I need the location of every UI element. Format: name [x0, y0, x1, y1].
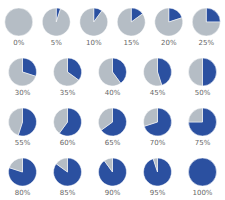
pie-label: 25% — [198, 39, 214, 47]
pie-label: 55% — [15, 139, 31, 147]
pie-label: 45% — [150, 89, 166, 97]
pie-label: 10% — [86, 39, 102, 47]
pie-slice — [54, 108, 68, 133]
pie-label: 65% — [105, 139, 121, 147]
pie-label: 70% — [150, 139, 166, 147]
pie-label: 0% — [13, 39, 24, 47]
pie — [9, 58, 37, 86]
pie-slice — [189, 108, 203, 122]
pie-slice — [144, 158, 172, 186]
pie-slice — [9, 158, 22, 172]
pie-slice — [99, 158, 127, 186]
pie-slice — [143, 58, 161, 86]
pie — [54, 58, 82, 86]
pie — [99, 58, 127, 86]
pie — [80, 8, 108, 36]
pie-label: 15% — [123, 39, 139, 47]
pie-slice — [192, 8, 220, 36]
pie — [155, 8, 183, 36]
pie-slice — [80, 8, 108, 36]
pie-slice — [56, 158, 67, 172]
pie — [189, 158, 217, 186]
pie-label: 100% — [192, 189, 212, 197]
pie-label: 60% — [60, 139, 76, 147]
pie — [9, 108, 37, 136]
pie-label: 85% — [60, 189, 76, 197]
pie — [54, 108, 82, 136]
pie — [42, 8, 70, 36]
pie — [192, 8, 220, 36]
pie-label: 90% — [105, 189, 121, 197]
pie-slice — [206, 8, 220, 22]
pie — [8, 158, 36, 186]
pie-slice — [189, 58, 203, 86]
pie — [5, 8, 33, 36]
pie — [117, 8, 145, 36]
pie — [189, 108, 217, 136]
pie — [99, 108, 127, 136]
pie-label: 35% — [60, 89, 76, 97]
pie-grid: 0% 5% 10% 15% 20% 25% 30% 35% 40% 45% 50% 55% 60% 65%… — [0, 0, 225, 200]
pie-label: 95% — [150, 189, 166, 197]
pie-slice — [54, 158, 82, 186]
pie-label: 75% — [195, 139, 211, 147]
pie-slice — [144, 108, 158, 126]
pie-slice — [155, 8, 183, 36]
pie — [143, 58, 171, 86]
pie-label: 5% — [51, 39, 62, 47]
pie — [144, 158, 172, 186]
pie-slice — [189, 158, 217, 186]
pie-slice — [99, 58, 121, 86]
pie-label: 50% — [195, 89, 211, 97]
pie-label: 80% — [15, 189, 31, 197]
pie-slice — [5, 8, 33, 36]
pie — [189, 58, 217, 86]
pie-slice — [99, 108, 113, 130]
pie-slice — [42, 8, 70, 36]
pie-slice — [203, 58, 217, 86]
pie-slice — [54, 58, 79, 86]
pie-slice — [153, 158, 157, 172]
pie — [99, 158, 127, 186]
pie-slice — [9, 58, 36, 86]
pie-slice — [104, 158, 112, 172]
pie-label: 40% — [105, 89, 121, 97]
pie-label: 30% — [15, 89, 31, 97]
pie-slice — [144, 108, 171, 136]
pie-slice — [8, 158, 36, 186]
pie-label: 20% — [161, 39, 177, 47]
pie-slice — [117, 8, 145, 36]
pie — [144, 108, 172, 136]
pie-slice — [189, 108, 217, 136]
pie — [54, 158, 82, 186]
pie-slice — [9, 108, 23, 135]
